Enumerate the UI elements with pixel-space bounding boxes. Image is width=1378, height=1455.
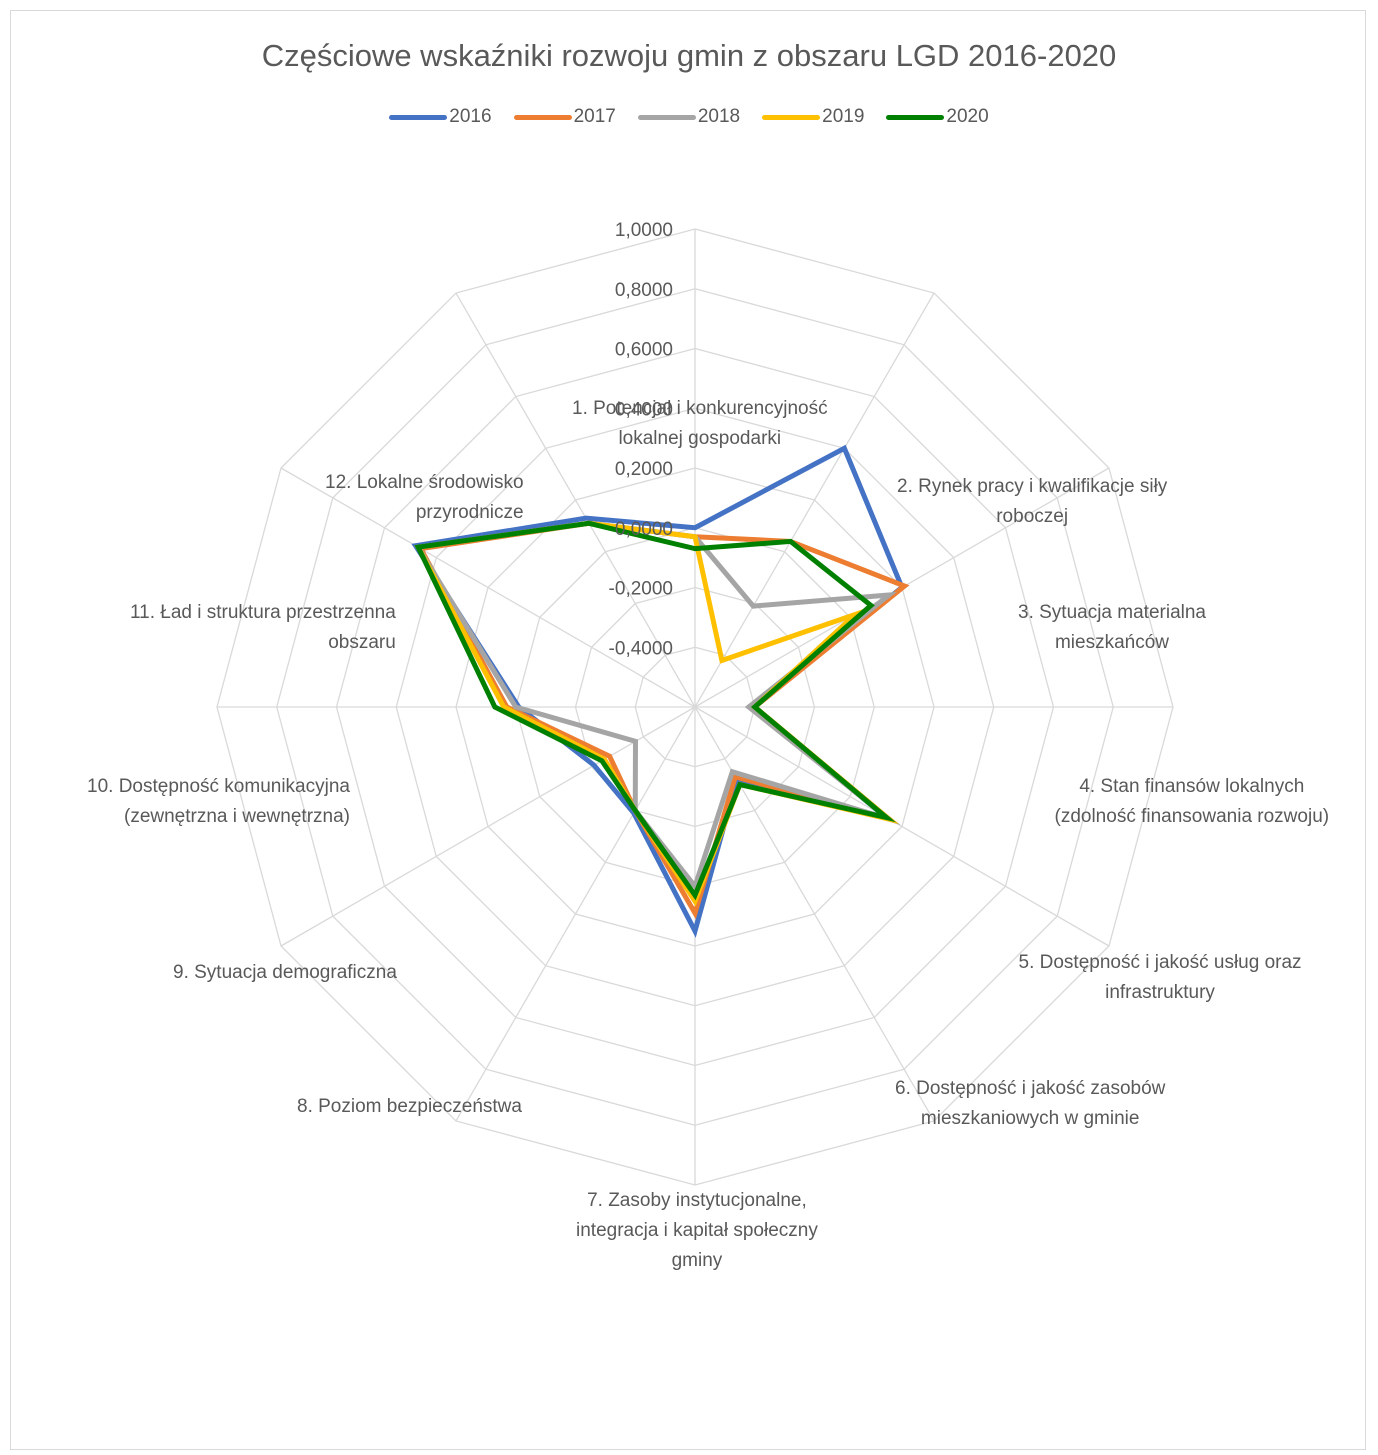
grid-spoke xyxy=(694,292,935,708)
grid-spoke xyxy=(455,292,696,708)
tick-label: -0,2000 xyxy=(609,579,673,600)
category-label-8: 8. Poziom bezpieczeństwa xyxy=(297,1096,522,1117)
category-label-6: 6. Dostępność i jakość zasobów mieszkanio… xyxy=(895,1078,1166,1129)
chart-title: Częściowe wskaźniki rozwoju gmin z obsza… xyxy=(261,38,1117,73)
legend-item-2020: 2020 xyxy=(886,106,989,128)
category-label-5: 5. Dostępność i jakość usług oraz infrast… xyxy=(1018,952,1302,1003)
legend-label: 2020 xyxy=(946,106,989,127)
legend-item-2019: 2019 xyxy=(762,106,864,128)
category-label-1: 1. Potencjał i konkurencyjność lokalnej g… xyxy=(572,398,828,449)
category-label-4: 4. Stan finansów lokalnych (zdolność fina… xyxy=(1054,776,1330,827)
tick-label: 0,4000 xyxy=(615,399,673,420)
legend-swatch xyxy=(389,114,448,120)
grid-spoke xyxy=(280,706,696,947)
legend-swatch xyxy=(762,114,821,120)
category-label-2: 2. Rynek pracy i kwalifikacje siły robocz… xyxy=(897,476,1168,527)
legend-label: 2016 xyxy=(449,106,492,127)
legend-swatch xyxy=(513,114,572,120)
legend-item-2016: 2016 xyxy=(389,106,492,128)
tick-label: 0,8000 xyxy=(615,280,673,301)
legend-swatch xyxy=(886,114,945,120)
legend-label: 2019 xyxy=(822,106,865,127)
legend-item-2017: 2017 xyxy=(513,106,616,128)
category-label-10: 10. Dostępność komunikacyjna (zewnętrzna … xyxy=(87,776,350,827)
legend-swatch xyxy=(637,114,696,120)
category-label-7: 7. Zasoby instytucjonalne, integracja i k… xyxy=(576,1190,818,1271)
tick-label: -0,4000 xyxy=(609,638,673,659)
legend: 2016 2017 2018 2019 2020 xyxy=(0,106,1378,128)
category-label-11: 11. Ład i struktura przestrzenna obszaru xyxy=(130,602,396,653)
tick-label: 0,6000 xyxy=(615,340,673,361)
category-label-12: 12. Lokalne środowisko przyrodnicze xyxy=(325,472,524,523)
tick-label: 0,0000 xyxy=(615,519,673,540)
tick-label: 1,0000 xyxy=(615,220,673,241)
tick-label: 0,2000 xyxy=(615,459,673,480)
grid-spoke xyxy=(694,706,1110,947)
grid-spoke xyxy=(455,706,696,1122)
legend-item-2018: 2018 xyxy=(637,106,741,128)
category-label-9: 9. Sytuacja demograficzna xyxy=(173,962,397,983)
legend-label: 2017 xyxy=(573,106,616,127)
grid-spoke xyxy=(280,467,696,708)
legend-label: 2018 xyxy=(697,106,741,127)
series-line-2020 xyxy=(414,520,896,901)
chart-frame xyxy=(10,10,1366,1450)
category-label-3: 3. Sytuacja materialna mieszkańców xyxy=(1018,602,1206,653)
